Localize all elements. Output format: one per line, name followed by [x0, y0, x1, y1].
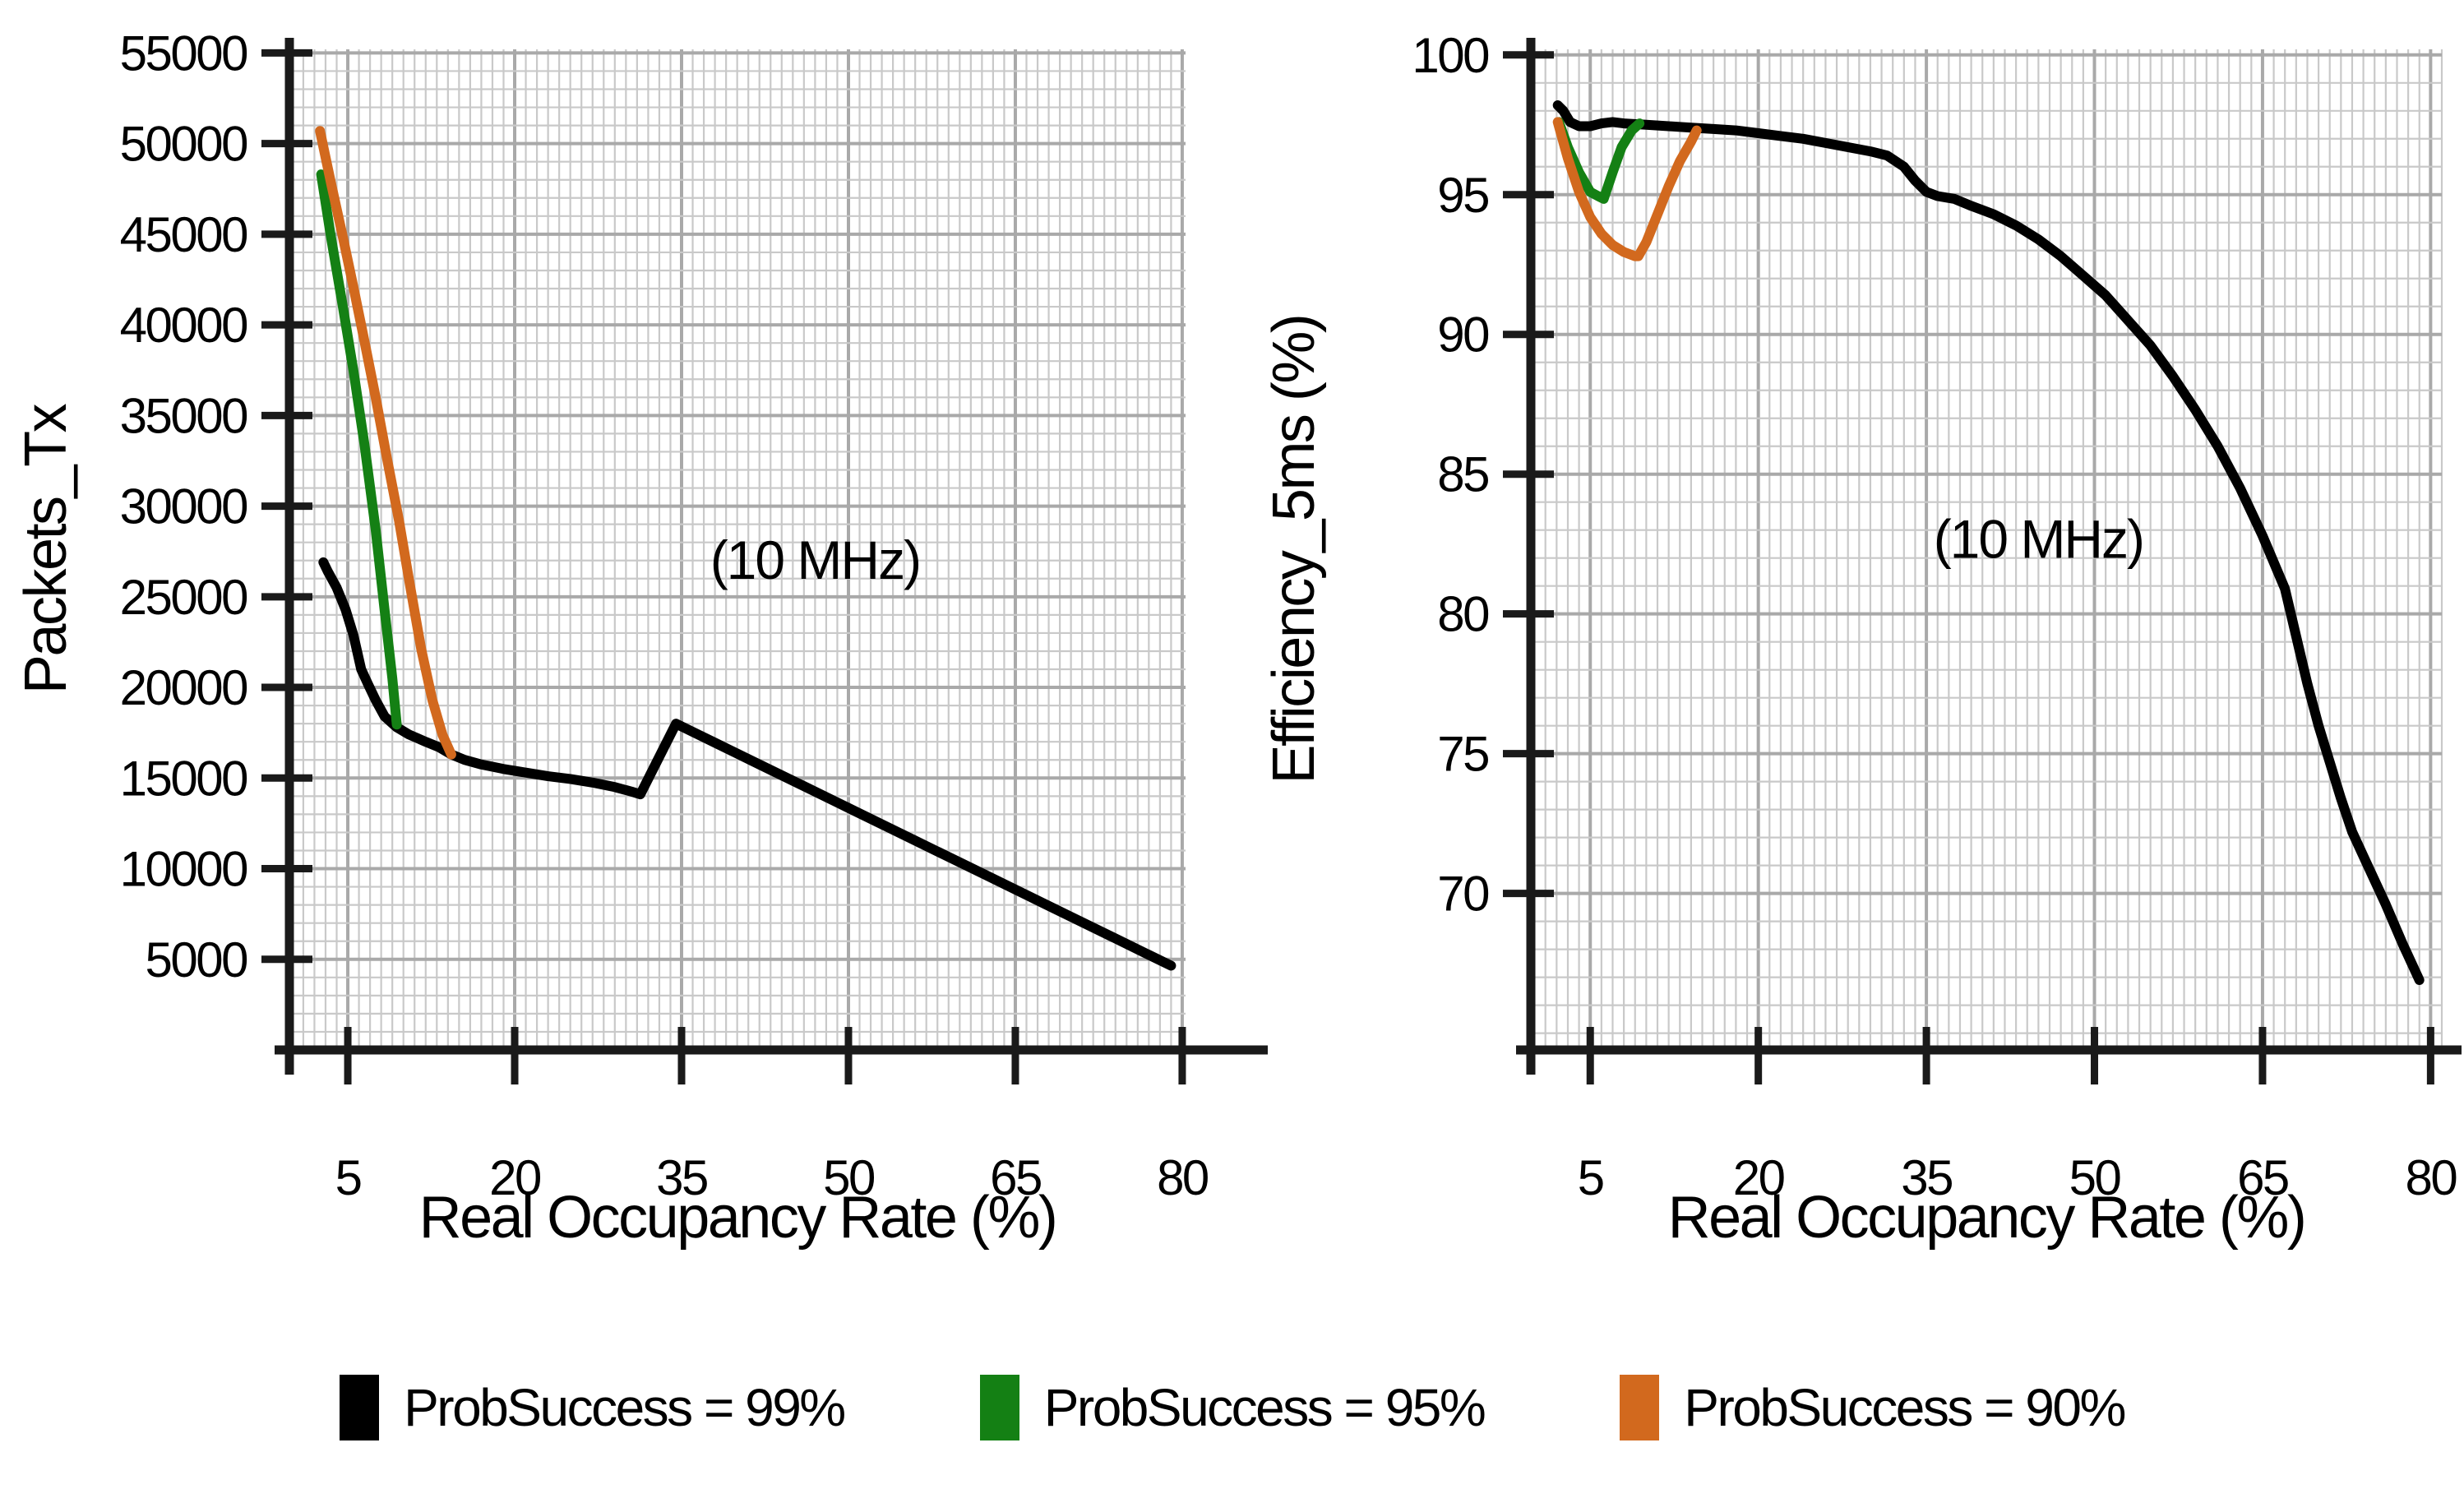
x-tick-label: 50 [823, 1150, 875, 1205]
legend-label-95: ProbSuccess = 95% [1043, 1378, 1486, 1437]
y-tick-label: 50000 [120, 117, 247, 172]
y-tick-label: 75 [1437, 727, 1488, 782]
legend-label-99: ProbSuccess = 99% [404, 1378, 846, 1437]
y-tick-label: 25000 [120, 570, 247, 625]
legend-swatch-95-icon [979, 1375, 1019, 1440]
legend-swatch-90-icon [1620, 1375, 1660, 1440]
y-tick-label: 15000 [120, 751, 247, 806]
y-tick-label: 5000 [146, 932, 248, 987]
x-tick-label: 65 [2237, 1150, 2288, 1205]
x-tick-label: 65 [990, 1150, 1041, 1205]
y-axis-title: Packets_Tx [13, 403, 79, 694]
x-tick-label: 5 [335, 1150, 361, 1205]
series-90pct [1552, 117, 1702, 261]
legend-item-99: ProbSuccess = 99% [340, 1375, 846, 1440]
y-tick-label: 10000 [120, 842, 247, 897]
x-tick-label: 35 [656, 1150, 707, 1205]
y-tick-label: 90 [1437, 308, 1489, 363]
y-tick-label: 100 [1412, 28, 1489, 83]
y-tick-label: 80 [1437, 587, 1489, 642]
y-tick-label: 55000 [120, 25, 247, 81]
y-tick-label: 30000 [120, 479, 247, 534]
grid [1531, 49, 2443, 1050]
legend-label-90: ProbSuccess = 90% [1684, 1378, 2126, 1437]
packets-tx-chart: 5 20 35 50 65 80 5000 10000 15000 20000 25000 30000… [13, 25, 1268, 1251]
series-99pct [1552, 100, 2425, 985]
legend: ProbSuccess = 99% ProbSuccess = 95% Prob… [0, 1375, 2464, 1440]
series-95pct [316, 169, 402, 730]
legend-swatch-99-icon [340, 1375, 380, 1440]
x-tick-label: 20 [1733, 1150, 1785, 1205]
y-tick-label: 45000 [120, 207, 247, 262]
x-tick-label: 50 [2069, 1150, 2121, 1205]
y-tick-label: 40000 [120, 298, 247, 353]
y-tick-label: 95 [1437, 168, 1488, 223]
x-tick-label: 5 [1578, 1150, 1603, 1205]
legend-item-90: ProbSuccess = 90% [1620, 1375, 2126, 1440]
y-axis-title: Efficiency_5ms (%) [1261, 316, 1327, 784]
x-axis-title: Real Occupancy Rate (%) [1668, 1185, 2305, 1251]
series-90pct [315, 126, 456, 760]
x-tick-label: 20 [489, 1150, 541, 1205]
series-99pct [318, 557, 1177, 971]
y-tick-label: 85 [1437, 447, 1488, 502]
y-tick-label: 35000 [120, 388, 247, 443]
y-tick-label: 70 [1437, 867, 1489, 922]
legend-item-95: ProbSuccess = 95% [979, 1375, 1486, 1440]
x-axis-title: Real Occupancy Rate (%) [419, 1185, 1056, 1251]
x-tick-label: 80 [2405, 1150, 2457, 1205]
charts-canvas: 5 20 35 50 65 80 5000 10000 15000 20000 25000 30000… [13, 25, 2462, 1251]
efficiency-5ms-chart: 5 20 35 50 65 80 70 75 80 85 90 95 100 Real Occupancy… [1261, 28, 2462, 1251]
annotation: (10 MHz) [1934, 509, 2143, 570]
grid [289, 49, 1186, 1052]
x-tick-label: 80 [1157, 1150, 1209, 1205]
x-tick-label: 35 [1901, 1150, 1952, 1205]
annotation: (10 MHz) [710, 529, 920, 590]
y-tick-label: 20000 [120, 660, 247, 715]
